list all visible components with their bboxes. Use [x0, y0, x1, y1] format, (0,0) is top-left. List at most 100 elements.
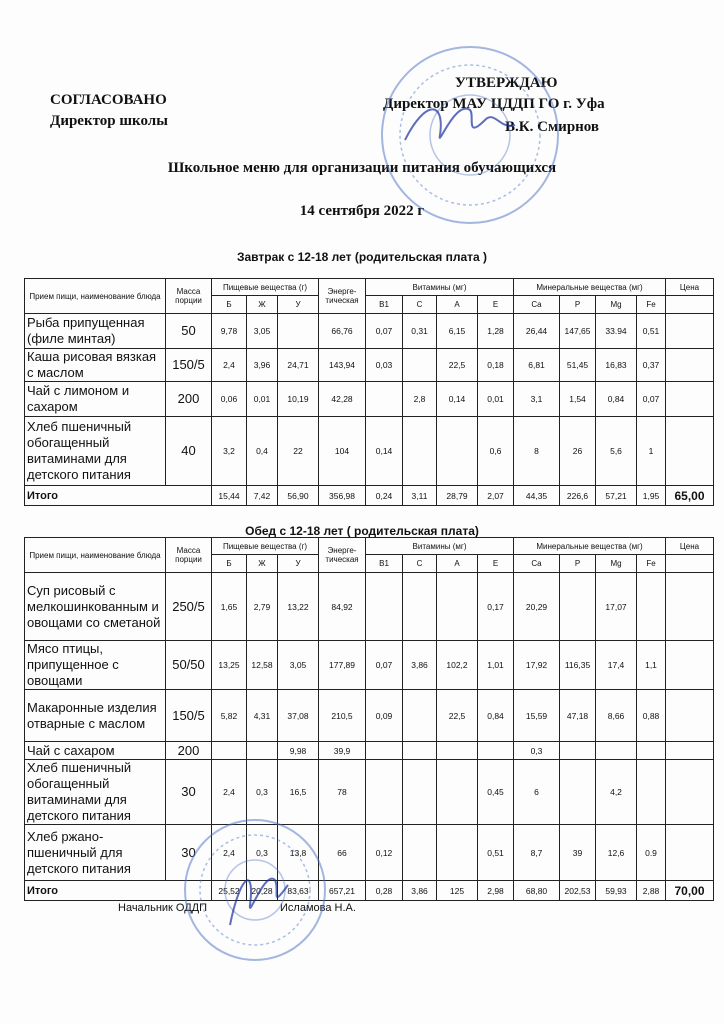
value-cell: [436, 741, 479, 760]
col-subheader: C: [402, 295, 438, 314]
total-value: 3,86: [402, 880, 438, 901]
document-title: Школьное меню для организации питания об…: [167, 160, 557, 176]
value-cell: 12,6: [595, 824, 638, 881]
total-price: 70,00: [665, 880, 715, 901]
value-cell: [365, 759, 404, 825]
value-cell: 33.94: [595, 313, 638, 349]
value-cell: 0,07: [365, 313, 404, 349]
total-value: 83,63: [276, 880, 320, 901]
value-cell: 1,1: [636, 640, 667, 690]
portion-mass: 40: [165, 416, 212, 486]
col-header-vitamins: Витамины (мг): [365, 537, 515, 555]
value-cell: 24,71: [276, 348, 320, 382]
col-subheader: Ж: [246, 295, 278, 314]
total-value: 2,88: [636, 880, 667, 901]
table-row: Каша рисовая вязкая с маслом 150/5 2,4 3,96…: [24, 348, 715, 382]
value-cell: 0,3: [246, 824, 278, 881]
col-header-minerals: Минеральные вещества (мг): [513, 278, 667, 296]
value-cell: 3,05: [246, 313, 278, 349]
portion-mass: 150/5: [165, 348, 212, 382]
portion-mass: 250/5: [165, 572, 212, 641]
value-cell: 2,4: [211, 759, 247, 825]
value-cell: [559, 741, 597, 760]
col-header-energy: Энерге-тическая: [318, 537, 367, 573]
col-header-name: Прием пищи, наименование блюда: [24, 537, 166, 573]
price-cell: [665, 572, 715, 641]
price-cell: [665, 348, 715, 382]
value-cell: 0,07: [636, 381, 667, 417]
value-cell: 15,59: [513, 689, 561, 742]
value-cell: 0,3: [246, 759, 278, 825]
value-cell: [595, 741, 638, 760]
value-cell: 2,4: [211, 348, 247, 382]
col-subheader: Б: [211, 295, 247, 314]
col-subheader: A: [436, 554, 479, 573]
value-cell: 8,66: [595, 689, 638, 742]
value-cell: 143,94: [318, 348, 367, 382]
value-cell: 102,2: [436, 640, 479, 690]
price-subheader: [665, 554, 715, 573]
col-subheader: Fe: [636, 554, 667, 573]
portion-mass: 50/50: [165, 640, 212, 690]
table-row: Суп рисовый с мелкошинкованным и овощами…: [24, 572, 715, 641]
value-cell: [276, 313, 320, 349]
value-cell: [402, 741, 438, 760]
dish-name: Чай с лимоном и сахаром: [24, 381, 166, 417]
col-subheader: P: [559, 295, 597, 314]
total-value: 57,21: [595, 485, 638, 506]
lunch-title: Обед с 12-18 лет ( родительская плата): [245, 524, 479, 538]
value-cell: 13,22: [276, 572, 320, 641]
document-date: 14 сентября 2022 г: [299, 203, 425, 219]
value-cell: [559, 572, 597, 641]
value-cell: 3,1: [513, 381, 561, 417]
table-row: Мясо птицы, припущенное с овощами 50/50 13…: [24, 640, 715, 690]
value-cell: 84,92: [318, 572, 367, 641]
total-value: 68,80: [513, 880, 561, 901]
value-cell: 0,88: [636, 689, 667, 742]
value-cell: [402, 572, 438, 641]
value-cell: 26: [559, 416, 597, 486]
value-cell: [246, 741, 278, 760]
price-cell: [665, 640, 715, 690]
total-price: 65,00: [665, 485, 715, 506]
value-cell: [636, 741, 667, 760]
dish-name: Чай с сахаром: [24, 741, 166, 760]
col-subheader: Б: [211, 554, 247, 573]
total-value: 1,95: [636, 485, 667, 506]
value-cell: [436, 416, 479, 486]
total-label: Итого: [24, 485, 212, 506]
total-value: 202,53: [559, 880, 597, 901]
total-label: Итого: [24, 880, 212, 901]
col-header-price: Цена: [665, 537, 715, 555]
value-cell: 4,31: [246, 689, 278, 742]
price-subheader: [665, 295, 715, 314]
value-cell: 0,01: [477, 381, 515, 417]
value-cell: 116,35: [559, 640, 597, 690]
value-cell: 3,05: [276, 640, 320, 690]
value-cell: 9,98: [276, 741, 320, 760]
value-cell: 16,5: [276, 759, 320, 825]
col-subheader: A: [436, 295, 479, 314]
value-cell: 0,84: [595, 381, 638, 417]
breakfast-title: Завтрак с 12-18 лет (родительская плата …: [236, 250, 487, 264]
col-header-vitamins: Витамины (мг): [365, 278, 515, 296]
portion-mass: 200: [165, 381, 212, 417]
value-cell: 177,89: [318, 640, 367, 690]
portion-mass: 50: [165, 313, 212, 349]
value-cell: [559, 759, 597, 825]
total-value: 56,90: [276, 485, 320, 506]
value-cell: 42,28: [318, 381, 367, 417]
value-cell: 1,01: [477, 640, 515, 690]
portion-mass: 150/5: [165, 689, 212, 742]
value-cell: 26,44: [513, 313, 561, 349]
col-subheader: B1: [365, 295, 404, 314]
value-cell: 147,65: [559, 313, 597, 349]
approval-right-subtitle: Директор МАУ ЦДДП ГО г. Уфа: [383, 96, 605, 112]
value-cell: 0,03: [365, 348, 404, 382]
total-value: 25,52: [211, 880, 247, 901]
value-cell: 104: [318, 416, 367, 486]
value-cell: 0,12: [365, 824, 404, 881]
total-value: 7,42: [246, 485, 278, 506]
value-cell: 10,19: [276, 381, 320, 417]
value-cell: [636, 572, 667, 641]
